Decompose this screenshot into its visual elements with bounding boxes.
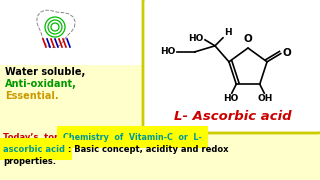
Text: O: O [244,34,252,44]
Text: Essential.: Essential. [5,91,59,101]
FancyBboxPatch shape [0,128,320,180]
Text: Anti-oxidant,: Anti-oxidant, [5,79,77,89]
FancyBboxPatch shape [143,0,320,133]
Text: OH: OH [258,94,273,103]
Text: Chemistry  of  Vitamin-C  or  L-: Chemistry of Vitamin-C or L- [63,132,202,141]
FancyBboxPatch shape [0,65,148,180]
Text: O: O [283,48,292,58]
Text: Water soluble,: Water soluble, [5,67,85,77]
Text: ascorbic acid: ascorbic acid [3,145,65,154]
Text: HO: HO [223,94,238,103]
Text: HO: HO [161,47,176,56]
Text: HO: HO [188,34,204,43]
Text: : Basic concept, acidity and redox: : Basic concept, acidity and redox [68,145,228,154]
Text: H: H [224,28,232,37]
Text: L- Ascorbic acid: L- Ascorbic acid [174,111,292,123]
Text: Today’s  topic:: Today’s topic: [3,132,74,141]
Text: properties.: properties. [3,158,56,166]
